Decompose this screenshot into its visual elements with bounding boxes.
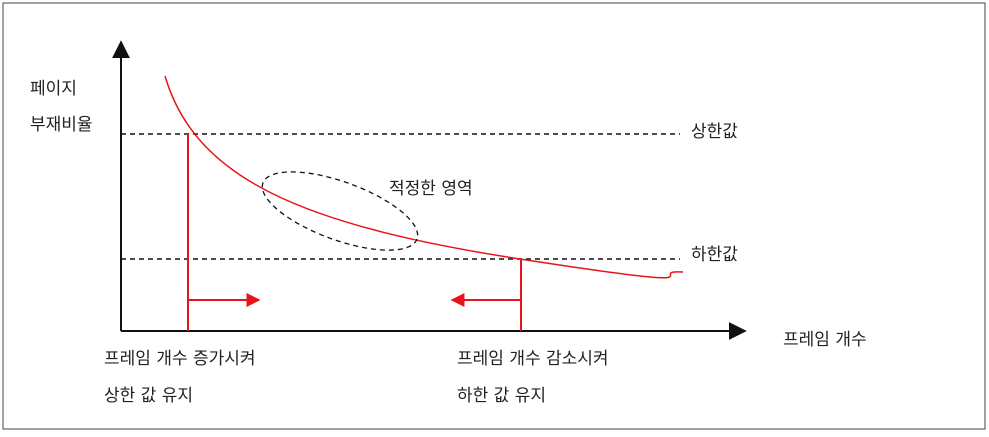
left-note-line1: 프레임 개수 증가시켜 [104, 349, 256, 369]
x-axis-label: 프레임 개수 [783, 330, 867, 350]
y-axis-label-line2: 부재비율 [30, 115, 93, 135]
fault-rate-curve [164, 75, 684, 279]
left-note-line2: 상한 값 유지 [104, 386, 193, 406]
optimal-region-label: 적정한 영역 [389, 179, 473, 199]
right-note-line1: 프레임 개수 감소시켜 [457, 349, 609, 369]
y-axis-label-line1: 페이지 [30, 79, 77, 99]
lower-threshold-label: 하한값 [691, 245, 738, 265]
right-note-line2: 하한 값 유지 [457, 386, 546, 406]
upper-threshold-label: 상한값 [691, 122, 738, 142]
border [2, 2, 986, 430]
optimal-region-ellipse [261, 171, 419, 251]
